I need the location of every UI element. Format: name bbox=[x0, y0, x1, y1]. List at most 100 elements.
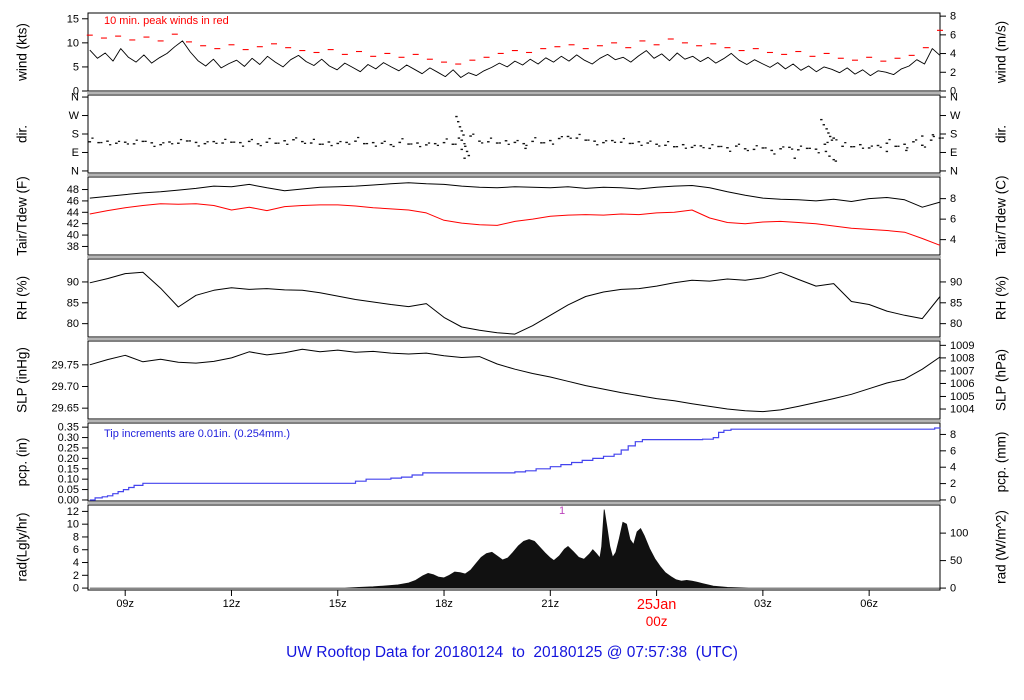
svg-text:N: N bbox=[71, 92, 79, 104]
svg-text:N: N bbox=[71, 165, 79, 177]
axis-title-temp-c: Tair/Tdew (C) bbox=[993, 175, 1009, 257]
svg-text:0.30: 0.30 bbox=[58, 432, 79, 444]
series-dew-point bbox=[89, 203, 941, 246]
x-tick-date: 25Jan bbox=[637, 597, 677, 613]
svg-text:4: 4 bbox=[950, 48, 956, 60]
svg-text:80: 80 bbox=[950, 318, 962, 330]
y-axis-left-pcp: 0.000.050.100.150.200.250.300.35 bbox=[58, 422, 88, 506]
axis-title-temp-f: Tair/Tdew (F) bbox=[14, 176, 30, 256]
svg-text:0.10: 0.10 bbox=[58, 474, 79, 486]
panel-frame-wind bbox=[87, 12, 941, 92]
svg-text:4: 4 bbox=[73, 557, 79, 569]
svg-text:38: 38 bbox=[67, 241, 79, 253]
svg-text:29.75: 29.75 bbox=[51, 359, 79, 371]
svg-text:1008: 1008 bbox=[950, 352, 974, 364]
svg-text:N: N bbox=[950, 92, 958, 104]
svg-text:2: 2 bbox=[73, 570, 79, 582]
svg-text:80: 80 bbox=[67, 318, 79, 330]
y-axis-left-slp: 29.65 29.70 29.75 bbox=[51, 359, 88, 415]
svg-text:50: 50 bbox=[950, 555, 962, 567]
svg-text:48: 48 bbox=[67, 184, 79, 196]
svg-text:8: 8 bbox=[950, 193, 956, 205]
rad-tip-marker: 1 bbox=[559, 505, 566, 517]
svg-text:2: 2 bbox=[950, 67, 956, 79]
svg-text:0: 0 bbox=[950, 583, 956, 595]
panel-frame-rad bbox=[87, 504, 941, 591]
peak-winds-note: 10 min. peak winds in red bbox=[104, 15, 229, 27]
svg-text:12: 12 bbox=[67, 506, 79, 518]
svg-text:8: 8 bbox=[73, 531, 79, 543]
series-wind-direction bbox=[88, 133, 944, 155]
panel-frame-slp bbox=[87, 340, 941, 420]
svg-text:2: 2 bbox=[950, 478, 956, 490]
axis-title-dir-left: dir. bbox=[14, 124, 30, 144]
svg-text:90: 90 bbox=[950, 276, 962, 288]
svg-text:0.05: 0.05 bbox=[58, 484, 79, 496]
axis-title-pcp-in: pcp. (in) bbox=[14, 437, 30, 487]
y-axis-right-temp: 4 6 8 bbox=[940, 193, 956, 246]
axis-title-wind-ms: wind (m/s) bbox=[993, 20, 1009, 84]
series-relative-humidity bbox=[89, 271, 941, 335]
svg-text:5: 5 bbox=[73, 61, 79, 73]
svg-text:1007: 1007 bbox=[950, 365, 974, 377]
series-wind-speed-kts bbox=[89, 40, 941, 78]
series-cumulative-precip bbox=[89, 427, 941, 501]
svg-text:6: 6 bbox=[950, 214, 956, 226]
x-tick-label: 06z bbox=[860, 598, 878, 610]
series-air-temperature bbox=[89, 182, 941, 208]
svg-text:85: 85 bbox=[67, 297, 79, 309]
svg-text:8: 8 bbox=[950, 11, 956, 23]
svg-text:85: 85 bbox=[950, 297, 962, 309]
svg-text:0: 0 bbox=[950, 494, 956, 506]
svg-text:W: W bbox=[950, 110, 961, 122]
svg-text:46: 46 bbox=[67, 195, 79, 207]
axis-title-rh-left: RH (%) bbox=[14, 275, 30, 321]
y-axis-right-rad: 0 50 100 bbox=[940, 528, 968, 595]
x-tick-label: 03z bbox=[754, 598, 772, 610]
svg-text:E: E bbox=[72, 147, 79, 159]
y-axis-right-rh: 80 85 90 bbox=[940, 276, 962, 330]
axis-title-slp-inhg: SLP (inHg) bbox=[14, 347, 30, 413]
svg-text:0.15: 0.15 bbox=[58, 463, 79, 475]
x-tick-label: 12z bbox=[223, 598, 241, 610]
svg-text:1004: 1004 bbox=[950, 404, 974, 416]
svg-text:4: 4 bbox=[950, 462, 956, 474]
svg-text:42: 42 bbox=[67, 218, 79, 230]
svg-text:0: 0 bbox=[73, 86, 79, 98]
x-tick-label: 21z bbox=[541, 598, 559, 610]
svg-text:1005: 1005 bbox=[950, 391, 974, 403]
svg-text:10: 10 bbox=[67, 37, 79, 49]
svg-text:N: N bbox=[950, 165, 958, 177]
panel-frame-rh bbox=[87, 258, 941, 338]
svg-text:0.25: 0.25 bbox=[58, 442, 79, 454]
svg-text:1006: 1006 bbox=[950, 378, 974, 390]
svg-text:6: 6 bbox=[73, 544, 79, 556]
svg-text:44: 44 bbox=[67, 207, 79, 219]
x-tick-label: 18z bbox=[435, 598, 453, 610]
axis-title-dir-right: dir. bbox=[993, 124, 1009, 144]
svg-text:6: 6 bbox=[950, 29, 956, 41]
series-10-min-peak-wind bbox=[86, 29, 943, 65]
svg-text:29.70: 29.70 bbox=[51, 381, 79, 393]
svg-text:40: 40 bbox=[67, 230, 79, 242]
x-tick-label: 15z bbox=[329, 598, 347, 610]
x-tick-label: 00z bbox=[646, 614, 668, 629]
svg-text:S: S bbox=[72, 129, 79, 141]
panel-frame-dir bbox=[87, 94, 941, 174]
svg-text:0.35: 0.35 bbox=[58, 422, 79, 434]
axis-title-wind-kts: wind (kts) bbox=[14, 23, 30, 81]
svg-text:1009: 1009 bbox=[950, 340, 974, 352]
axis-title-rh-right: RH (%) bbox=[993, 275, 1009, 321]
svg-text:E: E bbox=[950, 147, 957, 159]
series-solar-radiation bbox=[89, 509, 940, 589]
y-axis-right-pcp: 0 2 4 6 8 bbox=[940, 429, 956, 506]
svg-text:10: 10 bbox=[67, 519, 79, 531]
panel-frame-pcp bbox=[87, 422, 941, 502]
